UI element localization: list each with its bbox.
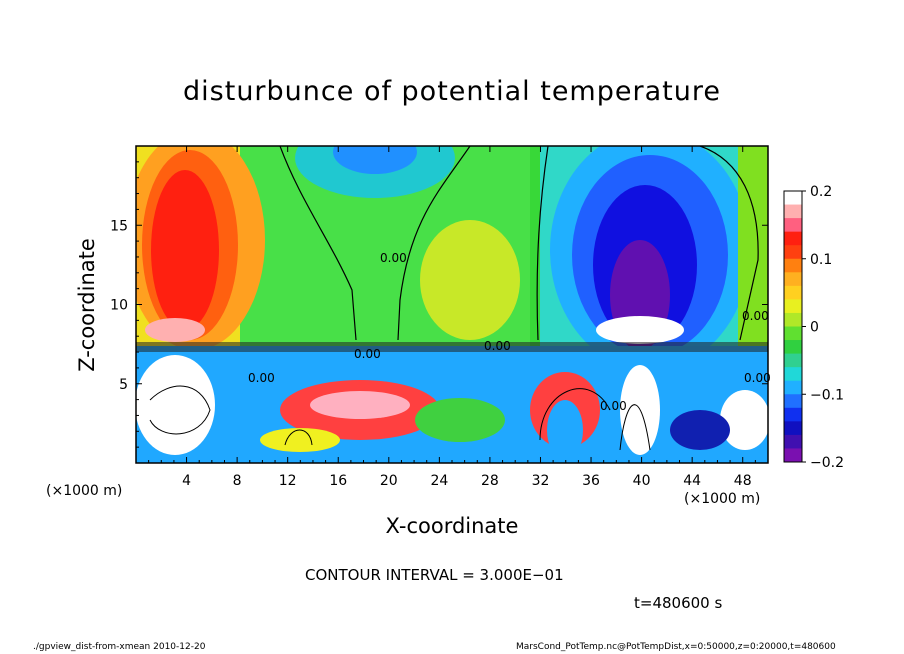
x-tick-label: 16: [329, 473, 347, 489]
colorbar-swatch: [784, 367, 802, 382]
colorbar-swatch: [784, 258, 802, 273]
x-tick-label: 24: [430, 473, 448, 489]
contour-labels: 0.00 0.00 0.00 0.00 0.00 0.00 0.00: [248, 251, 771, 413]
colorbar-tick-label: 0.1: [810, 252, 832, 268]
contour-label: 0.00: [354, 347, 381, 361]
x-tick-label: 8: [233, 473, 242, 489]
x-tick-label: 48: [734, 473, 752, 489]
y-tick-label: 15: [110, 218, 128, 234]
colorbar-swatch: [784, 421, 802, 436]
contour-label: 0.00: [380, 251, 407, 265]
field-lower-white-3: [720, 390, 768, 450]
field-mid-yellow: [420, 220, 520, 340]
colorbar-swatch: [784, 299, 802, 314]
colorbar-tick-label: 0: [810, 320, 819, 336]
field-lower-navy: [670, 410, 730, 450]
colorbar-swatch: [784, 434, 802, 449]
x-tick-label: 28: [481, 473, 499, 489]
contour-lower-4: [284, 429, 313, 446]
x-tick-label: 12: [279, 473, 297, 489]
contour-label: 0.00: [744, 371, 771, 385]
colorbar-swatch: [784, 394, 802, 409]
contour-zero-right-1: [536, 146, 549, 341]
y-tick-label: 5: [119, 377, 128, 393]
contour-lower-2: [539, 388, 611, 441]
colorbar-swatch: [784, 245, 802, 260]
contour-label: 0.00: [484, 339, 511, 353]
colorbar-swatch: [784, 448, 802, 463]
chart-title: disturbunce of potential temperature: [183, 76, 721, 107]
colorbar-swatch: [784, 340, 802, 355]
x-tick-label: 32: [532, 473, 550, 489]
colorbar: 0.2 0.1 0 −0.1 −0.2: [783, 184, 844, 471]
x-unit-label-right: (×1000 m): [684, 491, 761, 507]
field-warm-surface: [145, 318, 205, 342]
colorbar-swatch: [784, 218, 802, 233]
colorbar-swatch: [784, 353, 802, 368]
field-lower-pink-1: [310, 391, 410, 419]
field-cool-top-inner: [333, 146, 417, 174]
colorbar-swatch: [784, 380, 802, 395]
footer-right-text: MarsCond_PotTemp.nc@PotTempDist,x=0:5000…: [516, 642, 836, 652]
field-lower-green: [415, 398, 505, 442]
field-lower-white-1: [136, 355, 215, 455]
contour-zero-left: [279, 146, 357, 341]
y-tick-label: 10: [110, 298, 128, 314]
colorbar-swatch: [784, 312, 802, 327]
x-tick-label: 20: [380, 473, 398, 489]
field-interface-band: [136, 342, 768, 352]
field-cold-white: [596, 316, 684, 344]
contour-lower-3: [619, 404, 651, 451]
x-unit-label-left: (×1000 m): [46, 483, 123, 499]
contour-label: 0.00: [248, 371, 275, 385]
contour-label: 0.00: [600, 399, 627, 413]
footer-left-text: ./gpview_dist-from-xmean 2010-12-20: [33, 642, 206, 652]
x-tick-label: 40: [633, 473, 651, 489]
x-tick-label: 36: [582, 473, 600, 489]
colorbar-swatch: [784, 326, 802, 341]
field-warm-core-max: [151, 170, 219, 330]
colorbar-swatch: [784, 407, 802, 422]
contour-zero-right-2: [699, 146, 759, 341]
contour-zero-mid: [397, 146, 471, 341]
colorbar-tick-label: −0.1: [810, 387, 844, 403]
y-axis-label: Z-coordinate: [75, 238, 99, 372]
colorbar-swatch: [784, 285, 802, 300]
colorbar-swatch: [784, 204, 802, 219]
time-text: t=480600 s: [634, 594, 723, 612]
x-axis-label: X-coordinate: [385, 514, 519, 538]
x-tick-label: 44: [683, 473, 701, 489]
field-lower-yellow: [260, 428, 340, 452]
x-tick-label: 4: [182, 473, 191, 489]
contour-label: 0.00: [742, 309, 769, 323]
field-right-edge-green: [738, 146, 768, 346]
contour-interval-text: CONTOUR INTERVAL = 3.000E−01: [305, 566, 564, 584]
colorbar-tick-label: −0.2: [810, 455, 844, 471]
contour-lower-1: [149, 385, 211, 435]
colorbar-tick-label: 0.2: [810, 184, 832, 200]
colorbar-swatch: [784, 191, 802, 206]
colorbar-swatch: [784, 272, 802, 287]
heatmap-plot-area: [136, 146, 768, 463]
field-lower-arc-hole: [547, 400, 583, 460]
colorbar-swatch: [784, 231, 802, 246]
